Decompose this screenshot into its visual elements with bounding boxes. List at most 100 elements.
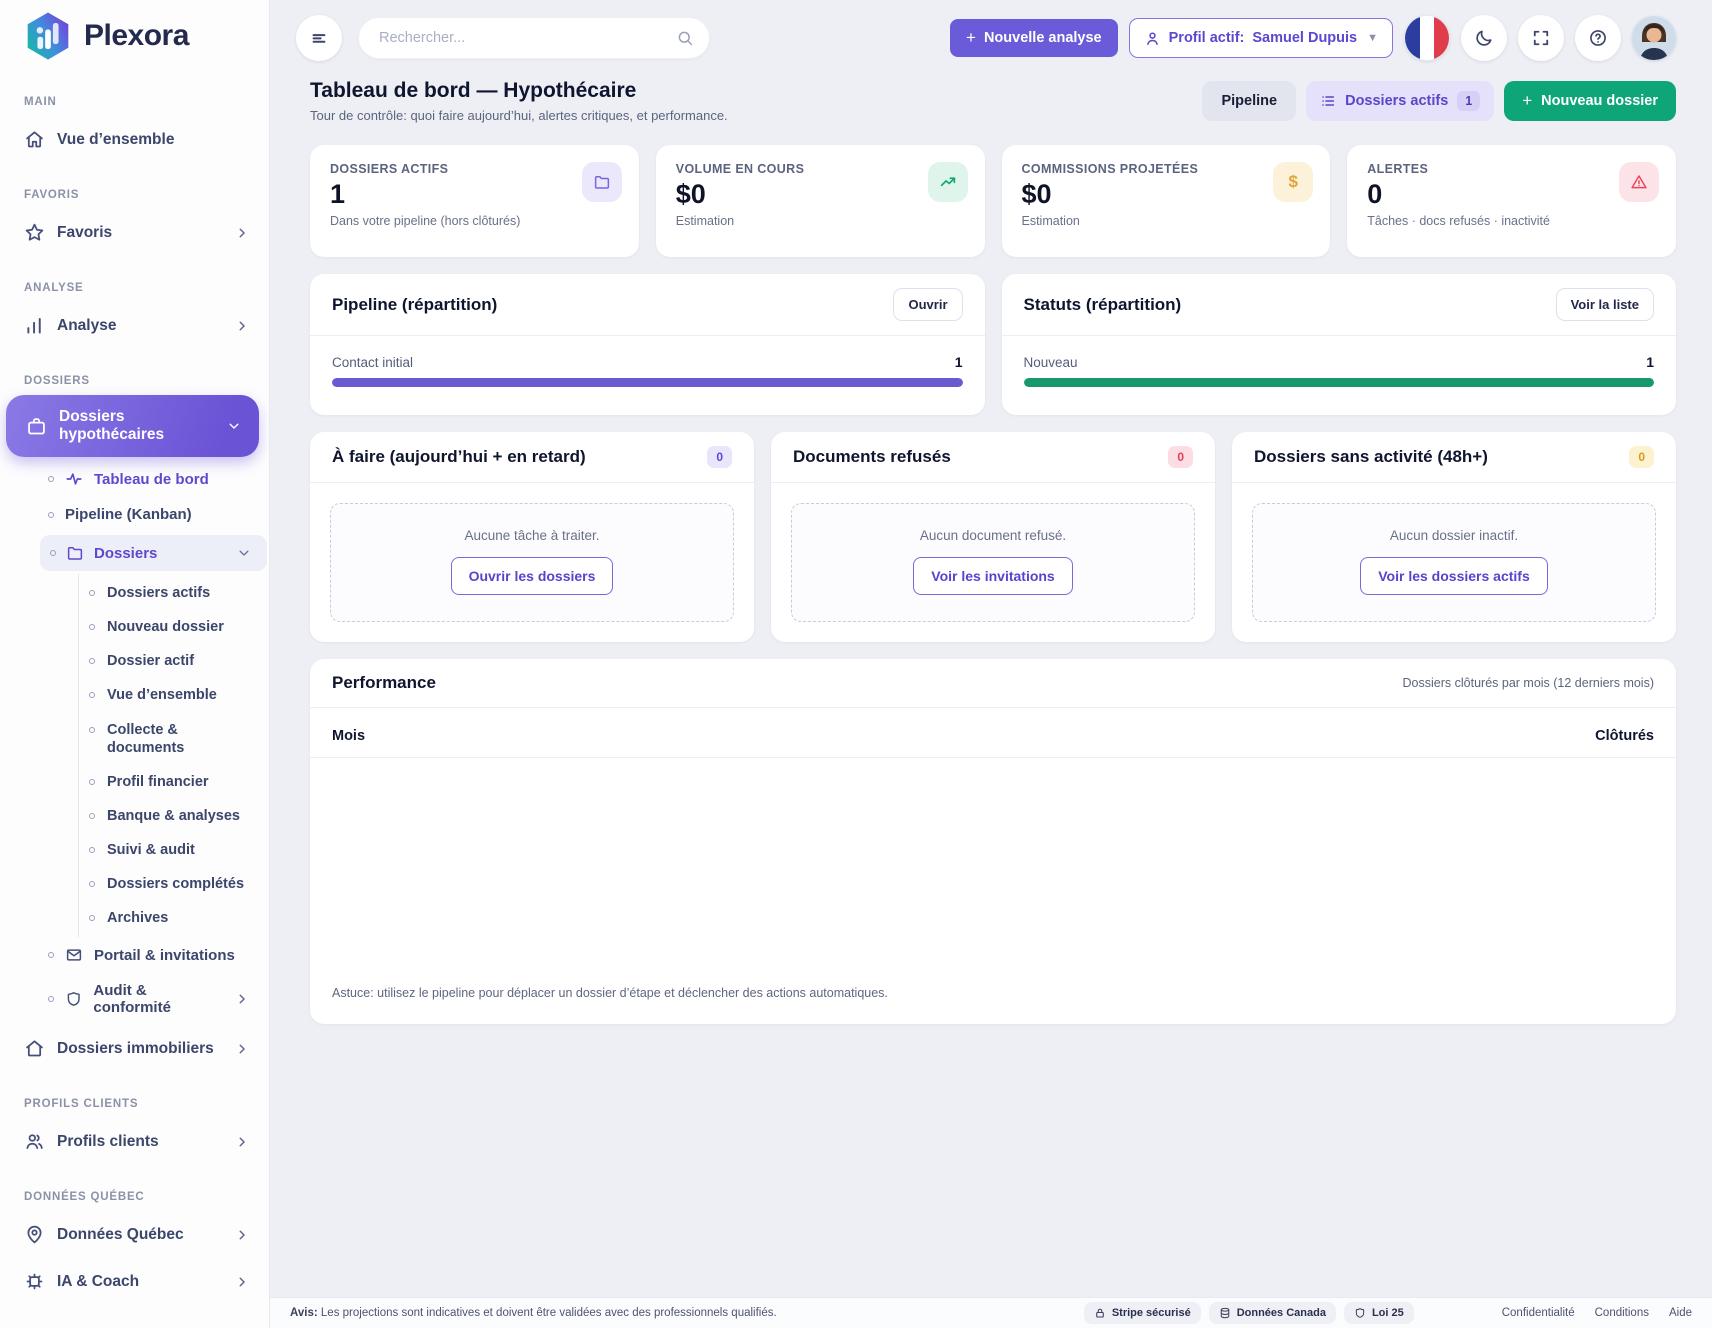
stat-value: 0 <box>1367 179 1383 209</box>
alert-triangle-icon <box>1619 162 1659 202</box>
hamburger-icon <box>309 28 329 48</box>
sidebar-item-donnees-quebec[interactable]: Données Québec <box>0 1211 269 1258</box>
sidebar-item-suivi-audit[interactable]: Suivi & audit <box>79 833 269 867</box>
flag-white-band <box>1419 16 1435 60</box>
fullscreen-icon <box>1531 28 1551 48</box>
sidebar-item-banque-analyses[interactable]: Banque & analyses <box>79 799 269 833</box>
folder-icon <box>581 162 622 202</box>
empty-state: Aucun document refusé. Voir les invitati… <box>791 503 1195 622</box>
sidebar-item-profils-clients[interactable]: Profils clients <box>0 1118 269 1165</box>
search-icon <box>676 29 694 47</box>
stat-label: VOLUME EN COURS <box>675 162 805 176</box>
sidebar-item-label: Audit & conformité <box>93 982 171 1017</box>
sidebar-item-analyse[interactable]: Analyse <box>0 302 269 349</box>
bullet-icon <box>48 952 54 959</box>
panel-title: Performance <box>332 673 436 692</box>
activity-icon <box>65 470 83 488</box>
sidebar-item-vue-densemble[interactable]: Vue d’ensemble <box>0 116 269 163</box>
footer-notice: Avis: Les projections sont indicatives e… <box>290 1307 777 1319</box>
dark-mode-button[interactable] <box>1461 15 1507 61</box>
chevron-right-icon <box>235 1042 249 1056</box>
sidebar-item-collecte-documents[interactable]: Collecte & documents <box>79 713 269 765</box>
sidebar-item-dossier-actif[interactable]: Dossier actif <box>79 644 269 678</box>
sidebar-item-vue-densemble-nested[interactable]: Vue d’ensemble <box>79 678 269 712</box>
terms-link[interactable]: Conditions <box>1594 1307 1649 1319</box>
sidebar-item-dossiers-group[interactable]: Dossiers <box>40 535 267 571</box>
bullet-icon <box>48 996 54 1003</box>
profile-prefix-label: Profil actif: <box>1168 30 1245 46</box>
status-progress-bar <box>1023 378 1654 387</box>
users-icon <box>24 1131 45 1152</box>
chevron-right-icon <box>235 992 249 1006</box>
view-list-button[interactable]: Voir la liste <box>1555 288 1654 321</box>
sidebar-item-label: Collecte & documents <box>107 721 185 756</box>
view-active-files-button[interactable]: Voir les dossiers actifs <box>1360 557 1548 595</box>
sidebar-item-dossiers-actifs[interactable]: Dossiers actifs <box>79 576 269 610</box>
bullet-icon <box>89 726 95 733</box>
stat-label: DOSSIERS ACTIFS <box>330 162 449 176</box>
stat-card-volume: VOLUME EN COURS $0 Estimation <box>655 145 985 257</box>
topbar-actions: + Nouvelle analyse Profil actif: Samuel … <box>950 15 1676 61</box>
open-files-button[interactable]: Ouvrir les dossiers <box>450 557 614 595</box>
sidebar-item-dossiers-hypothecaires[interactable]: Dossiers hypothécaires <box>6 395 259 457</box>
help-button[interactable] <box>1575 15 1621 61</box>
sidebar-item-pipeline-kanban[interactable]: Pipeline (Kanban) <box>0 497 269 532</box>
sidebar-item-dossiers-immobiliers[interactable]: Dossiers immobiliers <box>0 1025 269 1072</box>
new-analysis-label: Nouvelle analyse <box>983 30 1102 46</box>
language-flag-button[interactable] <box>1404 15 1450 61</box>
sidebar-item-favoris[interactable]: Favoris <box>0 209 269 256</box>
privacy-link[interactable]: Confidentialité <box>1501 1307 1575 1319</box>
stat-label: COMMISSIONS PROJETÉES <box>1021 162 1199 176</box>
active-profile-button[interactable]: Profil actif: Samuel Dupuis ▼ <box>1128 18 1393 58</box>
chevron-right-icon <box>235 1135 249 1149</box>
performance-tip: Astuce: utilisez le pipeline pour déplac… <box>332 986 888 1000</box>
open-pipeline-button[interactable]: Ouvrir <box>893 288 963 321</box>
empty-state: Aucun dossier inactif. Voir les dossiers… <box>1252 503 1656 622</box>
menu-toggle-button[interactable] <box>296 15 342 61</box>
panel-title: Statuts (répartition) <box>1023 294 1182 314</box>
bullet-icon <box>89 624 95 631</box>
chevron-right-icon <box>235 1228 249 1242</box>
bullet-icon <box>89 658 95 665</box>
chevron-right-icon <box>235 226 249 240</box>
help-icon <box>1588 28 1608 48</box>
sidebar-item-label: Dossiers immobiliers <box>57 1039 214 1057</box>
count-badge: 0 <box>707 446 732 468</box>
active-files-label: Dossiers actifs <box>1345 93 1449 109</box>
stats-row: DOSSIERS ACTIFS 1 Dans votre pipeline (h… <box>310 145 1676 257</box>
sidebar-item-label: Dossiers hypothécaires <box>59 408 165 443</box>
sidebar-item-tableau-de-bord[interactable]: Tableau de bord <box>0 461 269 497</box>
sidebar-item-nouveau-dossier[interactable]: Nouveau dossier <box>79 610 269 644</box>
fullscreen-button[interactable] <box>1518 15 1564 61</box>
new-file-button[interactable]: + Nouveau dossier <box>1504 81 1676 121</box>
new-file-label: Nouveau dossier <box>1541 93 1658 109</box>
todo-panel-a-faire: À faire (aujourd’hui + en retard) 0 Aucu… <box>310 432 754 642</box>
sidebar-item-label: Dossiers <box>94 544 158 562</box>
pipeline-button[interactable]: Pipeline <box>1202 81 1297 121</box>
help-link[interactable]: Aide <box>1668 1307 1692 1319</box>
chevron-down-icon <box>237 546 251 560</box>
chevron-right-icon <box>235 319 249 333</box>
sidebar-item-dossiers-completes[interactable]: Dossiers complétés <box>79 867 269 901</box>
sidebar-item-label: Archives <box>107 910 169 927</box>
sidebar-item-portail-invitations[interactable]: Portail & invitations <box>0 937 269 973</box>
search-input[interactable] <box>358 17 710 59</box>
user-avatar[interactable] <box>1632 16 1676 60</box>
new-analysis-button[interactable]: + Nouvelle analyse <box>950 19 1118 57</box>
app-logo[interactable]: Plexora <box>0 0 269 70</box>
sidebar: Plexora MAIN Vue d’ensemble FAVORIS Favo… <box>0 0 270 1328</box>
sidebar-item-profil-financier[interactable]: Profil financier <box>79 765 269 799</box>
sidebar-item-audit-conformite[interactable]: Audit & conformité <box>0 973 269 1025</box>
bullet-icon <box>89 881 95 888</box>
empty-state-message: Aucune tâche à traiter. <box>464 528 600 543</box>
active-files-button[interactable]: Dossiers actifs 1 <box>1306 81 1495 121</box>
view-invitations-button[interactable]: Voir les invitations <box>913 557 1073 595</box>
sidebar-item-archives[interactable]: Archives <box>79 901 269 935</box>
column-header-mois: Mois <box>332 728 366 744</box>
sidebar-item-label: Analyse <box>57 316 117 334</box>
sidebar-item-ia-coach[interactable]: IA & Coach <box>0 1258 269 1305</box>
performance-table-header: Mois Clôturés <box>310 708 1676 758</box>
topbar: + Nouvelle analyse Profil actif: Samuel … <box>270 0 1712 67</box>
sidebar-item-label: Profil financier <box>107 773 209 790</box>
sidebar-item-label: Vue d’ensemble <box>107 687 217 704</box>
